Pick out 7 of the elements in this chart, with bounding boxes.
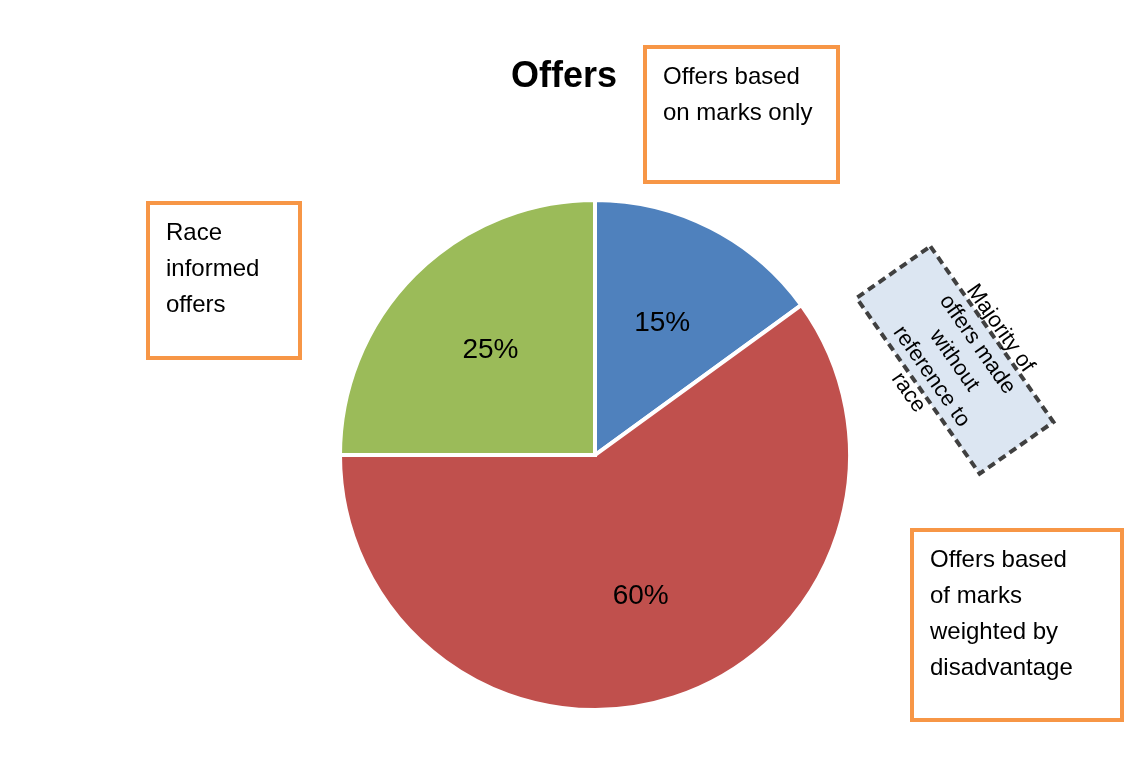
data-label: 15% [634,306,691,338]
data-label: 60% [612,578,669,610]
slice-label: Race informed offers [166,218,260,317]
data-label: 25% [462,333,519,365]
slice-label: Offers based on marks only [663,62,813,125]
slice-label: Offers based of marks weighted by disadvantage [929,545,1073,680]
chart-title: Offers [510,54,618,95]
